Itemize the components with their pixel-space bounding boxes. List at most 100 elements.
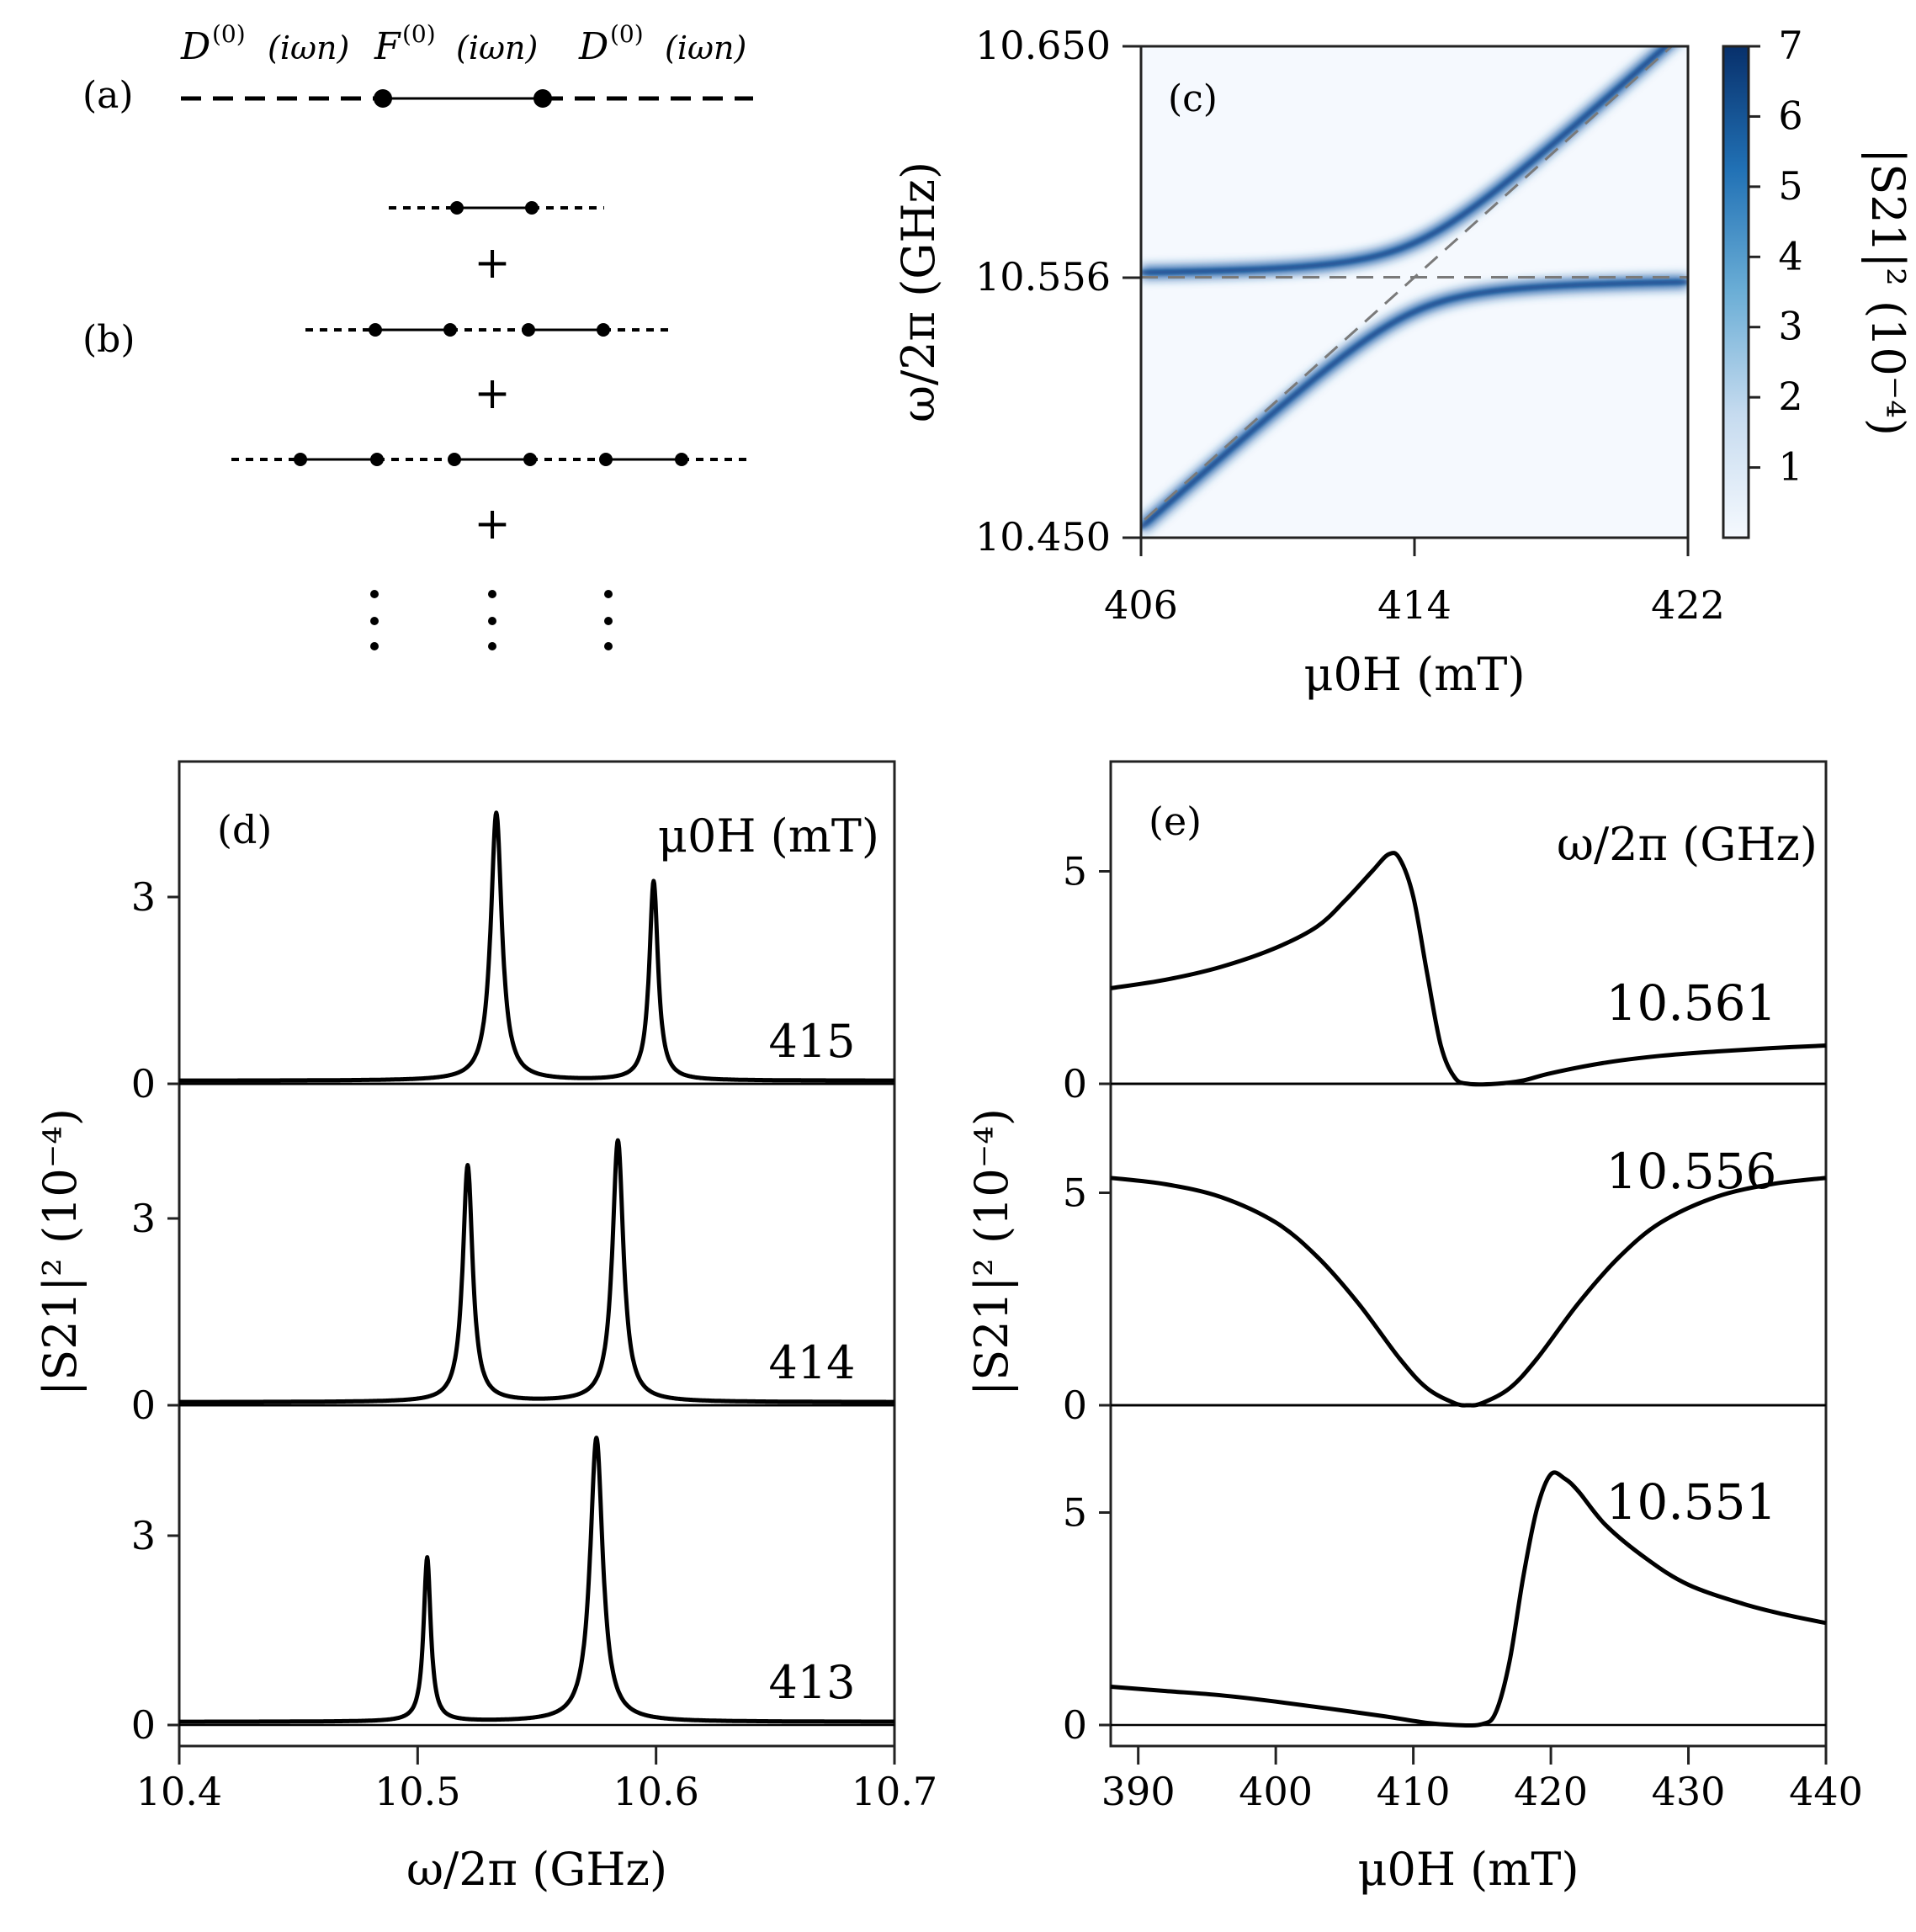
panel-d-curves: 0 3 415 0 3 414 0 3 413: [131, 810, 896, 1748]
svg-text:D: D: [578, 25, 608, 68]
vertex-dot: [369, 323, 382, 337]
x-tick-label: 410: [1377, 1769, 1451, 1814]
panel-c: (c) 10.650 10.556 10.450 406 414 422 μ0H…: [892, 23, 1914, 701]
panel-b: (b) + + +: [82, 201, 753, 650]
propagator-label-1: D (0) (iωn): [180, 20, 349, 68]
panel-d-frame: [178, 760, 896, 1748]
x-tick-label: 414: [1377, 582, 1452, 628]
vertex-dot: [522, 323, 535, 337]
vertex-dot: [525, 201, 539, 215]
plus-sign: +: [474, 238, 511, 289]
panel-e-curves: 0 5 10.561 0 5 10.556 0 5 10.551: [1063, 849, 1827, 1748]
x-tick-label: 10.7: [852, 1769, 937, 1814]
series-label-10.556: 10.556: [1606, 1143, 1777, 1200]
svg-text:(0): (0): [610, 20, 644, 48]
heatmap-background: [1141, 46, 1688, 538]
vertex-dot: [448, 453, 461, 466]
vertex-dot: [599, 453, 613, 466]
plus-sign: +: [474, 499, 511, 549]
x-tick-label: 10.4: [136, 1769, 222, 1814]
y-tick-label: 5: [1063, 1490, 1087, 1536]
x-tick-label: 420: [1514, 1769, 1588, 1814]
colorbar-tick-label: 6: [1778, 93, 1802, 138]
y-tick-label: 3: [131, 874, 156, 920]
vertex-dot: [597, 323, 610, 337]
panel-e-frame: [1109, 760, 1828, 1748]
svg-text:D: D: [180, 25, 210, 68]
svg-text:F: F: [374, 25, 401, 68]
vertex-dot: [675, 453, 688, 466]
panel-a-label: (a): [82, 74, 134, 117]
vertex-dot: [294, 453, 307, 466]
panel-b-label: (b): [82, 318, 135, 361]
colorbar-frame: [1722, 45, 1750, 539]
svg-text:(iωn): (iωn): [665, 29, 746, 66]
vertex-dot: [450, 201, 464, 215]
colorbar-tick-label: 3: [1778, 304, 1802, 349]
spectrum-line-415: [178, 810, 896, 1083]
vertex-dot: [443, 323, 457, 337]
x-tick-label: 10.5: [374, 1769, 460, 1814]
vertex-dot: [374, 89, 392, 108]
x-tick-label: 440: [1789, 1769, 1863, 1814]
y-tick-label: 10.556: [975, 254, 1111, 300]
vertex-dot: [370, 453, 384, 466]
colorbar-tick-label: 7: [1778, 23, 1802, 68]
x-tick-label: 430: [1652, 1769, 1726, 1814]
colorbar-label: |S21|² (10⁻⁴): [1861, 148, 1914, 436]
y-tick-label: 3: [131, 1196, 156, 1241]
sweep-line-10.561: [1110, 851, 1827, 1087]
x-ticks: 390 400 410 420 430 440: [1101, 1746, 1863, 1814]
spectrum-line-413: [178, 1436, 896, 1724]
y-axis-label: ω/2π (GHz): [892, 162, 945, 422]
panel-d-legend-title: μ0H (mT): [658, 809, 879, 862]
colorbar-tick-label: 4: [1778, 233, 1802, 279]
panel-a: (a) D (0) (iωn) F (0) (iωn) D (0) (iωn): [82, 20, 753, 117]
colorbar-tick-label: 1: [1778, 444, 1802, 490]
x-tick-label: 10.6: [613, 1769, 698, 1814]
upper-polariton-core: [1141, 46, 1669, 274]
plus-sign: +: [474, 369, 511, 419]
y-tick-label: 3: [131, 1513, 156, 1558]
spectrum-line-414: [178, 1138, 896, 1404]
panel-d-label: (d): [217, 807, 272, 852]
series-label-415: 415: [768, 1015, 855, 1068]
heatmap-bands: [1141, 46, 1688, 533]
x-axis-label: ω/2π (GHz): [406, 1843, 667, 1896]
svg-text:(iωn): (iωn): [268, 29, 349, 66]
panel-e-legend-title: ω/2π (GHz): [1557, 818, 1818, 871]
y-tick-label: 0: [131, 1383, 156, 1428]
colorbar-tick-label: 2: [1778, 374, 1802, 419]
propagator-label-2: F (0) (iωn): [374, 20, 538, 68]
y-tick-label: 5: [1063, 849, 1087, 894]
x-tick-label: 406: [1104, 582, 1178, 628]
y-tick-label: 0: [1063, 1061, 1087, 1107]
vertex-dot: [523, 453, 537, 466]
y-tick-label: 0: [1063, 1702, 1087, 1748]
ellipsis-dots: [370, 590, 613, 650]
series-label-10.551: 10.551: [1606, 1473, 1777, 1531]
colorbar-tick-label: 5: [1778, 163, 1802, 209]
magnon-dispersion-dashed-line: [1141, 46, 1673, 525]
sweep-line-10.556: [1110, 1176, 1827, 1408]
x-tick-label: 400: [1239, 1769, 1313, 1814]
x-tick-label: 390: [1101, 1769, 1176, 1814]
y-tick-label: 0: [131, 1702, 156, 1748]
vertex-dot: [533, 89, 552, 108]
x-axis-label: μ0H (mT): [1303, 648, 1525, 701]
series-label-10.561: 10.561: [1606, 974, 1777, 1032]
panel-d: 0 3 415 0 3 414 0 3 413 (d) μ0H (mT) |S21|² (10⁻…: [34, 760, 937, 1896]
x-ticks: 10.4 10.5 10.6 10.7: [136, 1746, 937, 1814]
colorbar-ticks: 1 2 3 4 5 6 7: [1749, 23, 1803, 490]
lower-polariton-core: [1141, 280, 1688, 529]
panel-c-label: (c): [1168, 77, 1218, 120]
x-axis-label: μ0H (mT): [1357, 1843, 1579, 1896]
colorbar: [1723, 46, 1749, 538]
y-axis-label: |S21|² (10⁻⁴): [965, 1108, 1018, 1396]
svg-text:(iωn): (iωn): [456, 29, 538, 66]
y-tick-label: 10.450: [975, 514, 1111, 560]
svg-text:(0): (0): [402, 20, 436, 48]
y-axis-label: |S21|² (10⁻⁴): [34, 1108, 87, 1396]
